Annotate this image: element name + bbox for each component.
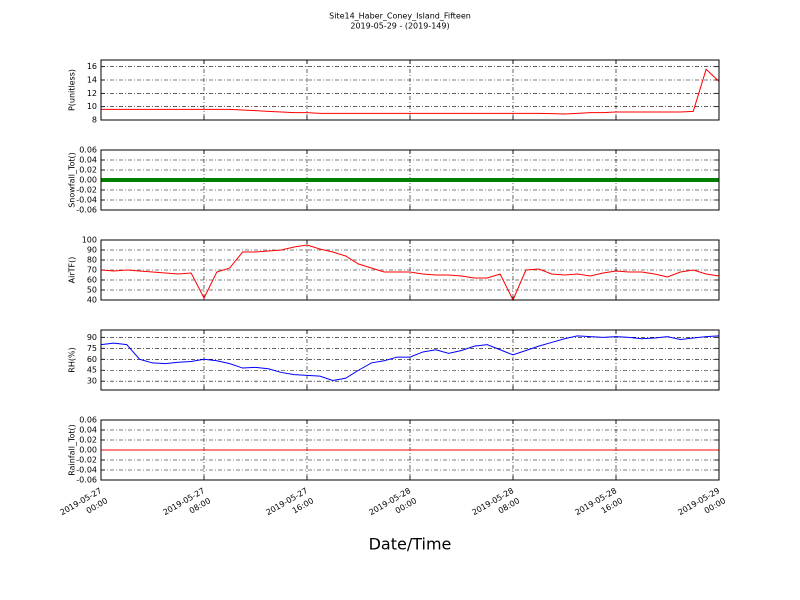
y-tick-label: 0.02 — [79, 436, 97, 445]
y-tick-label: -0.04 — [76, 196, 97, 205]
y-tick-label: -0.02 — [76, 186, 97, 195]
y-tick-label: 45 — [87, 366, 97, 375]
figure-title: Site14_Haber_Coney_Island_Fifteen — [329, 12, 471, 21]
y-tick-label: 0.00 — [79, 176, 97, 185]
data-line — [100, 335, 720, 382]
axes-frame — [100, 149, 720, 211]
data-line — [100, 244, 720, 302]
y-tick-label: 75 — [87, 344, 97, 353]
y-tick-label: 90 — [87, 246, 97, 255]
y-axis-label: P(unitless) — [68, 69, 77, 111]
y-tick-label: 8 — [92, 116, 97, 125]
y-tick-label: 0.06 — [79, 416, 97, 425]
axes-frame — [100, 329, 720, 391]
axes-frame — [100, 59, 720, 121]
data-line — [101, 68, 720, 115]
y-tick-label: 50 — [87, 286, 97, 295]
axes-frame — [100, 419, 720, 481]
y-tick-label: 0.04 — [79, 426, 97, 435]
y-tick-label: 70 — [87, 266, 97, 275]
y-tick-label: 0.02 — [79, 166, 97, 175]
y-tick-label: 0.06 — [79, 146, 97, 155]
y-axis-label: RH(%) — [68, 347, 77, 372]
y-tick-label: 40 — [87, 296, 97, 305]
y-tick-label: 14 — [87, 76, 97, 85]
y-axis-label: AirTF() — [68, 257, 77, 284]
y-tick-label: 100 — [82, 236, 97, 245]
y-tick-label: 0.04 — [79, 156, 97, 165]
y-tick-label: -0.02 — [76, 456, 97, 465]
y-axis-label: Rainfall_Tot() — [68, 424, 77, 476]
y-tick-label: -0.04 — [76, 466, 97, 475]
y-tick-label: -0.06 — [76, 206, 97, 215]
figure-subtitle: 2019-05-29 - (2019-149) — [350, 22, 449, 31]
y-tick-label: 30 — [87, 377, 97, 386]
y-tick-label: -0.06 — [76, 476, 97, 485]
y-tick-label: 16 — [87, 62, 97, 71]
y-tick-label: 80 — [87, 256, 97, 265]
y-tick-label: 60 — [87, 355, 97, 364]
y-tick-label: 10 — [87, 102, 97, 111]
y-tick-label: 12 — [87, 89, 97, 98]
y-tick-label: 60 — [87, 276, 97, 285]
axes-frame — [100, 239, 720, 301]
y-axis-label: Snowfall_Tot() — [68, 152, 77, 208]
x-axis-label: Date/Time — [369, 535, 452, 554]
y-tick-label: 90 — [87, 333, 97, 342]
y-tick-label: 0.00 — [79, 446, 97, 455]
